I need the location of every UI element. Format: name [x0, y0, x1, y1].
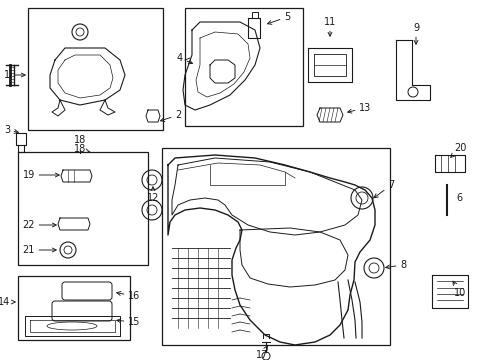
Text: 9: 9	[412, 23, 418, 44]
Text: 13: 13	[347, 103, 370, 113]
Text: 18: 18	[74, 144, 90, 154]
Text: 3: 3	[4, 125, 18, 135]
Text: 20: 20	[450, 143, 466, 157]
Text: 4: 4	[177, 53, 192, 64]
Text: 8: 8	[385, 260, 406, 270]
Text: 7: 7	[373, 180, 393, 198]
Text: 22: 22	[22, 220, 56, 230]
Bar	[162, 148, 389, 345]
Text: 14: 14	[0, 297, 15, 307]
Text: 19: 19	[23, 170, 59, 180]
Text: 5: 5	[267, 12, 290, 24]
Text: 6: 6	[455, 193, 461, 203]
Text: 21: 21	[22, 245, 56, 255]
Text: 15: 15	[117, 317, 140, 327]
Bar	[18, 152, 148, 265]
Bar	[18, 276, 130, 340]
Text: 18: 18	[74, 135, 86, 145]
Text: 1: 1	[4, 70, 25, 80]
Text: 10: 10	[452, 281, 465, 298]
Text: 12: 12	[146, 187, 159, 203]
Bar	[28, 8, 163, 130]
Bar	[184, 8, 303, 126]
Text: 17: 17	[256, 346, 268, 360]
Text: 11: 11	[323, 17, 335, 36]
Text: 16: 16	[117, 291, 140, 301]
Text: 2: 2	[160, 110, 181, 121]
